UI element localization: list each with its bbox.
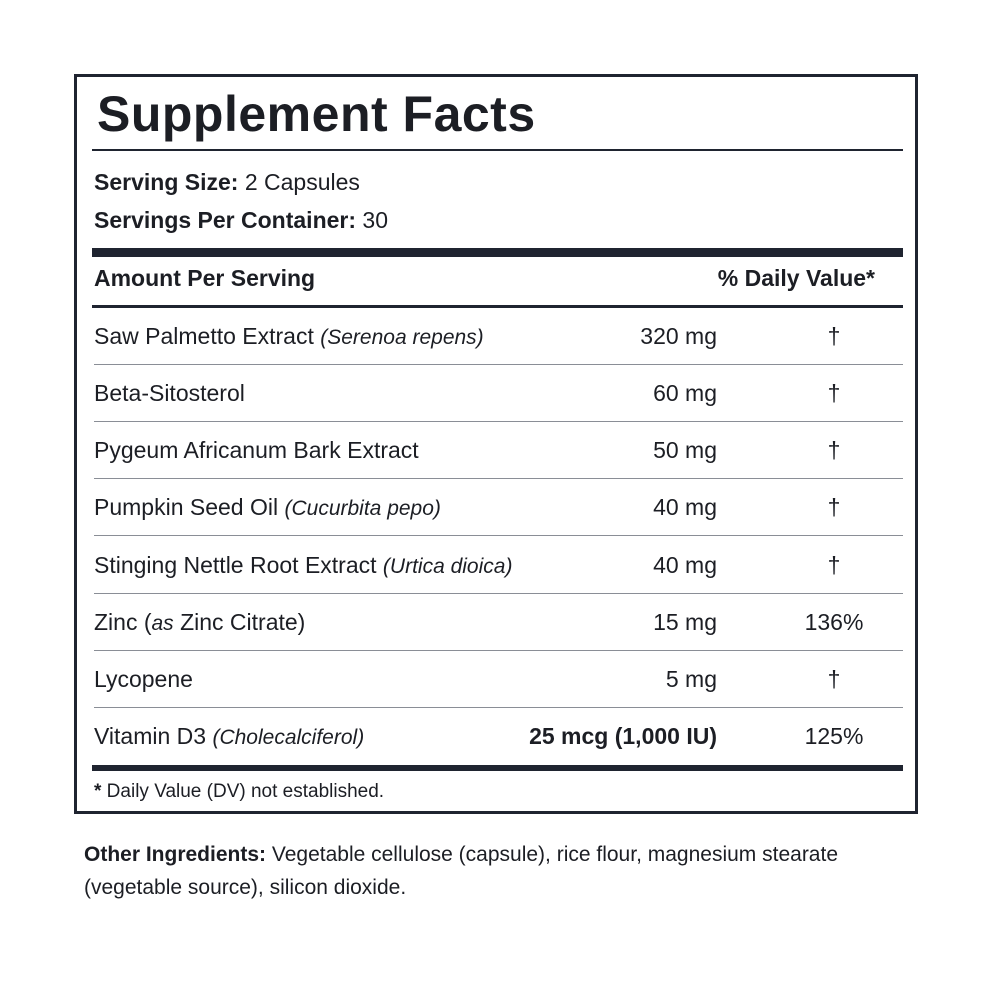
other-ingredients: Other Ingredients: Vegetable cellulose (… (84, 838, 904, 904)
serving-size-value: 2 Capsules (244, 169, 360, 195)
table-row: Beta-Sitosterol 60 mg † (94, 366, 903, 422)
row-separator (94, 707, 903, 708)
ingredient-amount: 60 mg (653, 380, 717, 406)
ingredient-name: Vitamin D3 (Cholecalciferol) (94, 723, 365, 749)
row-separator (94, 478, 903, 479)
ingredient-dv: † (827, 666, 841, 692)
ingredient-amount: 15 mg (653, 609, 717, 635)
ingredient-latin: (Serenoa repens) (320, 326, 484, 349)
ingredient-latin: (Urtica dioica) (382, 555, 513, 578)
panel-title: Supplement Facts (97, 86, 536, 142)
table-row: Saw Palmetto Extract (Serenoa repens) 32… (94, 309, 903, 365)
ingredient-name: Pygeum Africanum Bark Extract (94, 437, 419, 463)
ingredient-latin: (Cucurbita pepo) (284, 497, 441, 520)
ingredient-amount: 320 mg (640, 323, 717, 349)
ingredient-amount: 25 mcg (1,000 IU) (529, 723, 717, 749)
daily-value-header: % Daily Value* (717, 265, 875, 291)
title-rule (92, 149, 903, 151)
row-separator (94, 593, 903, 594)
ingredient-name: Saw Palmetto Extract (Serenoa repens) (94, 323, 484, 349)
footnote-text: Daily Value (DV) not established. (101, 781, 385, 802)
row-separator (94, 364, 903, 365)
header-rule (92, 305, 903, 308)
amount-per-serving-header: Amount Per Serving (94, 265, 316, 291)
ingredient-qualifier: as (151, 612, 174, 635)
ingredient-dv: † (827, 494, 841, 520)
ingredient-amount: 40 mg (653, 552, 717, 578)
table-row: Pygeum Africanum Bark Extract 50 mg † (94, 423, 903, 479)
serving-size-label: Serving Size: (94, 169, 239, 195)
ingredient-name: Zinc (as Zinc Citrate) (94, 609, 306, 635)
ingredient-name: Lycopene (94, 666, 193, 692)
servings-per-container-label: Servings Per Container: (94, 207, 357, 233)
row-separator (94, 535, 903, 536)
footnote-star: * (94, 781, 102, 802)
row-separator (94, 421, 903, 422)
table-row: Vitamin D3 (Cholecalciferol) 25 mcg (1,0… (94, 709, 903, 765)
servings-per-container: Servings Per Container: 30 (94, 207, 388, 234)
ingredient-dv: † (827, 323, 841, 349)
ingredient-amount: 40 mg (653, 494, 717, 520)
ingredient-dv: † (827, 437, 841, 463)
ingredient-dv: † (827, 380, 841, 406)
serving-rule (92, 248, 903, 257)
ingredient-name: Stinging Nettle Root Extract (Urtica dio… (94, 552, 513, 578)
ingredient-latin: (Cholecalciferol) (212, 726, 365, 749)
servings-per-container-value: 30 (362, 207, 389, 233)
table-row: Zinc (as Zinc Citrate) 15 mg 136% (94, 595, 903, 651)
ingredient-amount: 5 mg (665, 666, 717, 692)
bottom-rule (92, 765, 903, 771)
ingredient-name: Pumpkin Seed Oil (Cucurbita pepo) (94, 494, 441, 520)
table-row: Lycopene 5 mg † (94, 652, 903, 708)
ingredient-dv: 125% (804, 723, 864, 749)
ingredient-name: Beta-Sitosterol (94, 380, 245, 406)
serving-size: Serving Size: 2 Capsules (94, 169, 360, 196)
other-ingredients-text: Vegetable cellulose (capsule), rice flou… (84, 843, 839, 899)
ingredient-amount: 50 mg (653, 437, 717, 463)
ingredient-dv: † (827, 552, 841, 578)
table-row: Pumpkin Seed Oil (Cucurbita pepo) 40 mg … (94, 480, 903, 536)
other-ingredients-label: Other Ingredients: (84, 843, 267, 866)
supplement-facts-panel: Supplement Facts Serving Size: 2 Capsule… (74, 74, 918, 814)
footnote: * Daily Value (DV) not established. (94, 781, 384, 803)
table-row: Stinging Nettle Root Extract (Urtica dio… (94, 538, 903, 594)
row-separator (94, 650, 903, 651)
table-header: Amount Per Serving % Daily Value* (94, 265, 875, 301)
ingredient-dv: 136% (804, 609, 864, 635)
